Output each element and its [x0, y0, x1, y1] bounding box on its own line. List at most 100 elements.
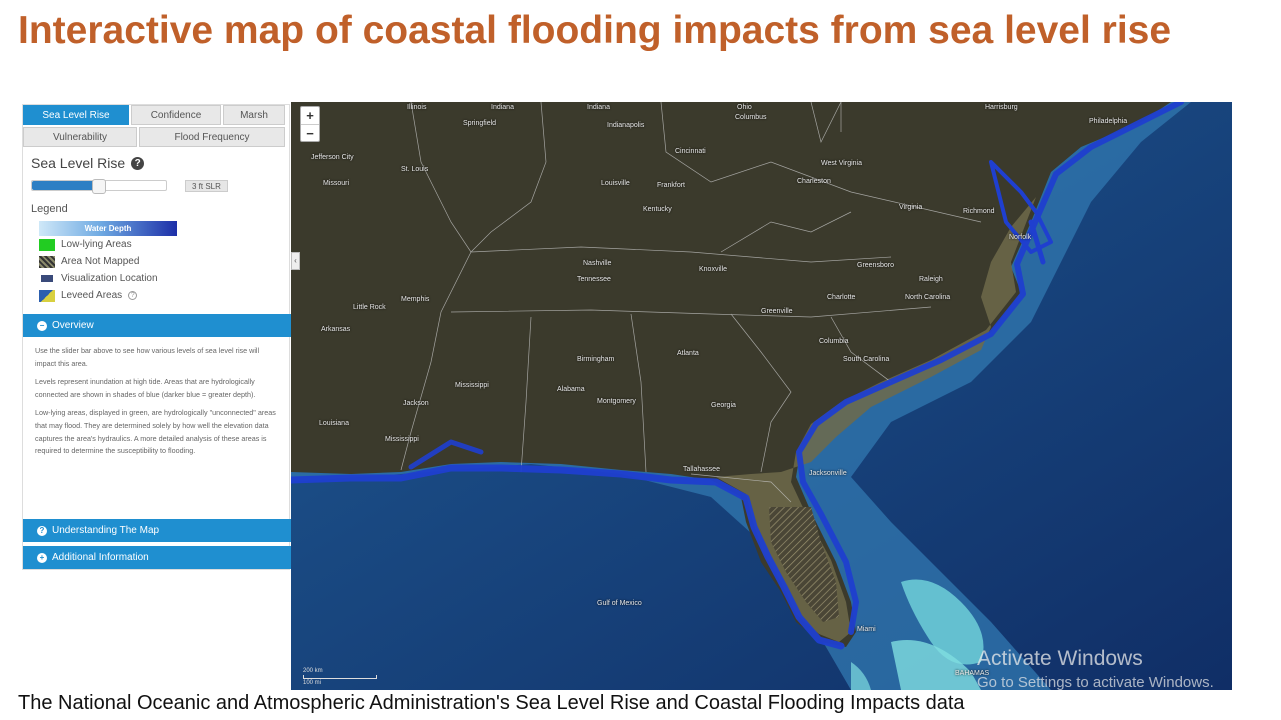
map-label: Atlanta: [677, 350, 699, 357]
hatched-swatch-icon: [39, 255, 55, 268]
water-depth-gradient: Water Depth: [39, 221, 177, 236]
tab-flood-frequency[interactable]: Flood Frequency: [139, 127, 285, 147]
overview-paragraph: Low-lying areas, displayed in green, are…: [35, 408, 276, 456]
map-label: Montgomery: [597, 398, 636, 405]
levee-swatch-icon: [39, 289, 55, 302]
map-label: Columbia: [819, 338, 849, 345]
sea-level-slider[interactable]: [31, 179, 167, 194]
map-label: Louisiana: [319, 420, 349, 427]
legend-item: Low-lying Areas: [39, 236, 279, 253]
legend-item: Area Not Mapped: [39, 253, 279, 270]
slider-handle[interactable]: [92, 179, 106, 194]
minus-circle-icon: −: [37, 320, 47, 331]
accordion-label: Understanding The Map: [52, 525, 160, 536]
tab-vulnerability[interactable]: Vulnerability: [23, 127, 137, 147]
tab-sea-level-rise[interactable]: Sea Level Rise: [23, 105, 129, 125]
camera-icon: [41, 275, 53, 282]
map-label: Columbus: [735, 114, 767, 121]
accordion-label: Additional Information: [52, 552, 149, 563]
slide-title: Interactive map of coastal flooding impa…: [18, 9, 1172, 52]
legend-item: Visualization Location: [39, 270, 279, 287]
slide-caption: The National Oceanic and Atmospheric Adm…: [18, 692, 965, 714]
scale-km: 200 km: [303, 668, 323, 674]
overview-paragraph: Use the slider bar above to see how vari…: [35, 346, 260, 368]
map-label: Harrisburg: [985, 104, 1018, 111]
scale-bar: 200 km 100 mi: [303, 668, 377, 686]
tab-marsh[interactable]: Marsh: [223, 105, 285, 125]
map-label: Indiana: [587, 104, 610, 111]
activate-windows-subtext: Go to Settings to activate Windows.: [977, 674, 1214, 691]
info-icon[interactable]: ?: [128, 291, 138, 300]
map-label: Virginia: [899, 204, 923, 211]
map-label: Charlotte: [827, 294, 856, 301]
flood-map[interactable]: + − ‹ Illinois Indiana Indiana Ohio Spri…: [291, 102, 1232, 690]
map-label: Miami: [857, 626, 876, 633]
activate-windows-watermark: Activate Windows: [977, 647, 1143, 670]
legend-label: Visualization Location: [61, 273, 158, 284]
tab-confidence[interactable]: Confidence: [131, 105, 221, 125]
map-label: Alabama: [557, 386, 585, 393]
map-basemap: [291, 102, 1232, 690]
overview-accordion[interactable]: − Overview: [23, 314, 291, 337]
map-label: Cincinnati: [675, 148, 706, 155]
legend-item: Leveed Areas ?: [39, 287, 279, 304]
zoom-in-button[interactable]: +: [306, 108, 314, 123]
scale-line: [303, 675, 377, 679]
map-label: Illinois: [407, 104, 427, 111]
help-icon[interactable]: ?: [131, 156, 145, 170]
map-label: Charleston: [797, 178, 831, 185]
accordion-label: Overview: [52, 320, 94, 331]
legend-label: Area Not Mapped: [61, 256, 140, 267]
map-label: St. Louis: [401, 166, 429, 173]
map-label: Tennessee: [577, 276, 611, 283]
map-label: Philadelphia: [1089, 118, 1128, 125]
zoom-control: + −: [300, 106, 320, 142]
overview-text: Use the slider bar above to see how vari…: [23, 337, 291, 517]
map-label: Jacksonville: [809, 470, 847, 477]
map-label: Nashville: [583, 260, 612, 267]
map-label: Mississippi: [455, 382, 489, 389]
map-label: Jefferson City: [311, 154, 354, 161]
map-label: Memphis: [401, 296, 430, 303]
map-label: Louisville: [601, 180, 630, 187]
additional-info-accordion[interactable]: + Additional Information: [23, 546, 291, 569]
collapse-panel-button[interactable]: ‹: [291, 252, 300, 270]
map-label: West Virginia: [821, 160, 862, 167]
map-label: Little Rock: [353, 304, 386, 311]
section-title: Sea Level Rise: [31, 155, 126, 171]
map-label: Indianapolis: [607, 122, 645, 129]
map-label: BAHAMAS: [955, 670, 990, 677]
slider-value-label: 3 ft SLR: [185, 180, 228, 192]
map-label: Norfolk: [1009, 234, 1032, 241]
map-label: Jackson: [403, 400, 429, 407]
map-label: Tallahassee: [683, 466, 720, 473]
map-label: Frankfort: [657, 182, 686, 189]
legend-title: Legend: [31, 203, 68, 215]
map-control-panel: Sea Level Rise Confidence Marsh Vulnerab…: [22, 104, 291, 570]
map-label: Greenville: [761, 308, 793, 315]
map-label: Greensboro: [857, 262, 894, 269]
legend: Water Depth Low-lying Areas Area Not Map…: [39, 221, 279, 304]
map-label: Richmond: [963, 208, 995, 215]
map-label: South Carolina: [843, 356, 890, 363]
slider-fill: [32, 181, 99, 190]
map-label: Birmingham: [577, 356, 615, 363]
map-label: North Carolina: [905, 294, 951, 301]
map-label: Ohio: [737, 104, 752, 111]
map-label: Missouri: [323, 180, 350, 187]
legend-label: Leveed Areas: [61, 290, 123, 301]
layer-tabs: Sea Level Rise Confidence Marsh Vulnerab…: [23, 105, 289, 147]
map-label: Knoxville: [699, 266, 728, 273]
understanding-accordion[interactable]: ? Understanding The Map: [23, 519, 291, 542]
map-label: Springfield: [463, 120, 497, 127]
map-label: Mississippi: [385, 436, 419, 443]
sea-level-rise-heading: Sea Level Rise ?: [31, 155, 145, 171]
map-label: Georgia: [711, 402, 736, 409]
low-lying-swatch-icon: [39, 238, 55, 251]
plus-circle-icon: +: [37, 552, 47, 563]
map-label: Arkansas: [321, 326, 351, 333]
scale-mi: 100 mi: [303, 680, 322, 686]
map-label: Kentucky: [643, 206, 672, 213]
zoom-out-button[interactable]: −: [301, 124, 319, 141]
map-label: Gulf of Mexico: [597, 600, 642, 607]
